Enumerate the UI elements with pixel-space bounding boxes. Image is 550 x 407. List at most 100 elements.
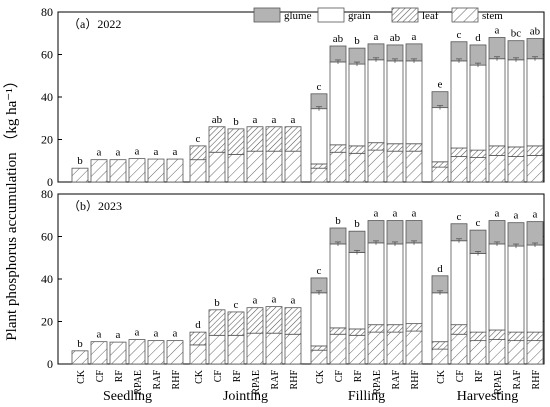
bar-grain — [450, 240, 468, 326]
bar-stem — [265, 150, 283, 183]
bar-stem — [348, 152, 366, 183]
treatment-label: RPAE — [493, 370, 504, 395]
treatment-label: RPAE — [133, 370, 144, 395]
bar-stem — [246, 332, 264, 365]
treatment-label: RAF — [152, 370, 163, 390]
bar-leaf — [227, 311, 245, 336]
significance-letter: a — [393, 208, 398, 220]
y-tick-label: 40 — [41, 90, 53, 104]
bar-stem — [507, 340, 525, 365]
significance-letter: c — [457, 211, 462, 223]
bar-leaf — [488, 329, 506, 340]
bar-stem — [469, 157, 487, 183]
significance-letter: a — [272, 114, 277, 126]
bar-leaf — [507, 146, 525, 157]
bar-glume — [526, 221, 544, 246]
significance-letter: a — [154, 146, 159, 158]
significance-letter: ab — [530, 26, 541, 38]
significance-letter: a — [533, 209, 538, 221]
bar-stem — [284, 150, 302, 183]
bar-stem — [147, 340, 165, 365]
bar-grain — [450, 60, 468, 149]
treatment-label: CF — [455, 370, 466, 383]
bar-grain — [431, 107, 449, 163]
significance-letter: ab — [333, 33, 344, 45]
bar-leaf — [189, 331, 207, 346]
bar-stem — [189, 159, 207, 183]
significance-letter: a — [253, 114, 258, 126]
treatment-label: CK — [194, 369, 205, 384]
treatment-label: RAF — [391, 370, 402, 390]
bar-grain — [348, 63, 366, 147]
bar-leaf — [227, 128, 245, 155]
bar-glume — [507, 40, 525, 61]
legend-label: glume — [284, 10, 312, 22]
bar-glume — [386, 220, 404, 245]
y-tick-label: 60 — [41, 48, 53, 62]
legend-item-leaf: leaf — [391, 7, 439, 23]
bar-grain — [488, 58, 506, 147]
y-tick-label: 20 — [41, 315, 53, 329]
bar-leaf — [284, 126, 302, 152]
y-tick-label: 40 — [41, 272, 53, 286]
bar-grain — [367, 242, 385, 326]
bar-stem — [90, 159, 108, 183]
significance-letter: ab — [212, 114, 223, 126]
bar-leaf — [507, 331, 525, 342]
bar-glume — [405, 220, 423, 244]
treatment-label: CF — [95, 370, 106, 383]
bar-leaf — [526, 331, 544, 342]
bar-stem — [189, 344, 207, 365]
bar-leaf — [386, 324, 404, 333]
significance-letter: a — [412, 208, 417, 220]
bar-leaf — [310, 345, 328, 351]
legend: glume grain leaf stem — [253, 7, 503, 23]
bar-leaf — [246, 307, 264, 334]
bar-stem — [431, 166, 449, 183]
treatment-label: RF — [114, 370, 125, 383]
bar-glume — [488, 220, 506, 245]
legend-label: stem — [482, 10, 503, 22]
significance-letter: a — [495, 208, 500, 220]
bar-stem — [450, 333, 468, 365]
bar-leaf — [265, 126, 283, 152]
bar-stem — [166, 158, 184, 183]
treatment-label: CF — [213, 370, 224, 383]
treatment-label: RF — [353, 370, 364, 383]
legend-label: grain — [348, 10, 371, 22]
bar-stem — [526, 340, 544, 365]
bar-stem — [450, 156, 468, 183]
treatment-label: RAF — [512, 370, 523, 390]
treatment-label: RF — [232, 370, 243, 383]
bar-leaf — [284, 307, 302, 335]
bar-leaf — [405, 143, 423, 152]
significance-letter: a — [116, 329, 121, 341]
bar-stem — [227, 334, 245, 365]
bar-stem — [208, 151, 226, 183]
bar-leaf — [246, 126, 264, 152]
bar-stem — [526, 155, 544, 183]
bar-leaf — [469, 331, 487, 342]
legend-label: leaf — [422, 10, 439, 22]
y-tick-label: 0 — [47, 175, 53, 189]
significance-letter: ab — [390, 32, 401, 44]
stage-label: Harvesting — [457, 389, 518, 404]
bar-glume — [405, 43, 423, 62]
treatment-label: RHF — [410, 370, 421, 390]
legend-item-grain: grain — [317, 7, 371, 23]
bar-leaf — [208, 126, 226, 153]
bar-glume — [431, 275, 449, 294]
panel-label: （b）2023 — [68, 199, 122, 213]
bar-glume — [367, 220, 385, 244]
significance-letter: a — [154, 328, 159, 340]
significance-letter: a — [173, 328, 178, 340]
bar-leaf — [431, 341, 449, 350]
bar-leaf — [348, 328, 366, 336]
bar-glume — [526, 38, 544, 60]
bar-grain — [367, 59, 385, 144]
bar-grain — [526, 58, 544, 147]
y-tick-label: 80 — [41, 5, 53, 19]
bar-stem — [488, 339, 506, 365]
treatment-label: CK — [315, 369, 326, 384]
